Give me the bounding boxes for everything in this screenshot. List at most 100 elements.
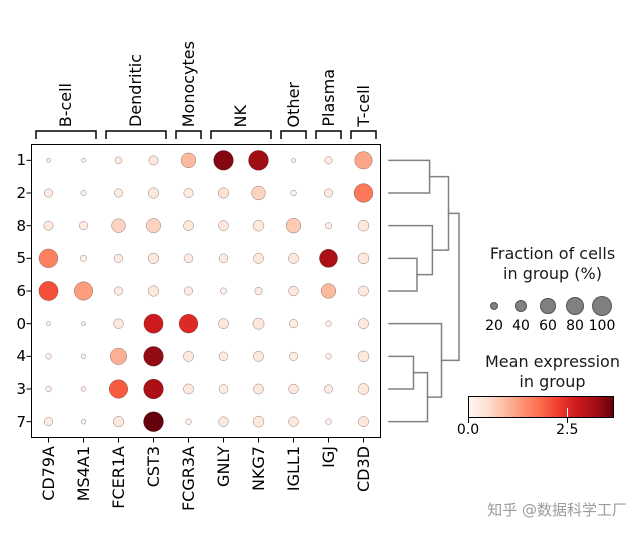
expression-dot (183, 220, 194, 231)
colorbar-tick-label: 2.5 (556, 422, 579, 438)
expression-dot (324, 188, 333, 198)
expression-dot (288, 285, 299, 297)
expression-dot (111, 218, 126, 233)
dendrogram-link (388, 371, 429, 423)
fraction-legend-value: 80 (566, 318, 584, 334)
expression-dot (354, 151, 373, 170)
group-bracket (315, 130, 342, 139)
fraction-legend-value: 20 (485, 318, 503, 334)
expression-dot (74, 281, 93, 301)
group-label: B-cell (56, 82, 75, 127)
expression-dot (218, 318, 229, 330)
gene-label: CST3 (143, 446, 163, 488)
expression-dot (185, 418, 192, 425)
group-bracket (105, 130, 167, 139)
expression-dot (358, 318, 369, 330)
gene-label: CD79A (38, 446, 58, 501)
gene-label: FCER1A (108, 446, 128, 509)
fraction-legend-dot (592, 296, 612, 316)
expression-dot (319, 249, 338, 268)
expression-dot (183, 350, 194, 362)
gene-label: CD3D (353, 446, 373, 492)
expression-dot (147, 187, 160, 199)
expression-dot (218, 253, 229, 264)
dendrogram-link (388, 257, 418, 292)
expression-dot (358, 416, 369, 428)
expression-legend-title-line1: Mean expression (485, 352, 620, 371)
expression-dot (252, 317, 265, 330)
expression-dot (325, 222, 332, 230)
expression-dot (183, 188, 194, 198)
expression-dot (114, 156, 123, 165)
expression-dot (180, 152, 197, 168)
expression-dot (114, 253, 123, 263)
fraction-legend-value: 60 (539, 318, 557, 334)
expression-dot (290, 189, 297, 197)
expression-dot (114, 188, 123, 198)
colorbar-tick (567, 418, 569, 423)
expression-dot (285, 218, 302, 234)
expression-dot (320, 283, 337, 299)
group-label: Other (283, 81, 303, 127)
expression-dot (253, 350, 264, 362)
expression-dot (112, 416, 125, 428)
dendrogram-link (388, 224, 434, 276)
expression-dot (288, 416, 299, 427)
expression-dot (253, 383, 264, 395)
expression-dot (184, 286, 193, 296)
group-label: Plasma (318, 69, 338, 127)
expression-dot (357, 383, 370, 395)
dendrogram-link (388, 355, 415, 390)
group-label: NK (231, 104, 250, 127)
expression-dot (248, 150, 269, 171)
group-bracket (35, 130, 97, 139)
expression-dot (251, 185, 266, 201)
expression-dot (80, 190, 87, 196)
expression-dot (324, 156, 333, 165)
expression-dot (213, 150, 234, 171)
expression-dot (79, 221, 88, 231)
expression-dot (183, 383, 194, 395)
expression-dot (252, 219, 265, 232)
expression-dot (45, 385, 52, 393)
expression-dot (353, 183, 374, 203)
expression-dot (143, 411, 164, 432)
expression-dot (357, 219, 370, 232)
expression-dot (253, 252, 264, 264)
expression-dot (38, 281, 59, 301)
cluster-label: 0 (16, 314, 26, 333)
expression-dot (146, 218, 161, 234)
expression-dot (357, 350, 370, 363)
expression-dot (220, 287, 227, 295)
expression-dot (114, 286, 123, 296)
expression-dot (80, 418, 87, 425)
cluster-label: 8 (16, 216, 26, 235)
group-label: Dendritic (126, 54, 145, 127)
expression-dot (358, 285, 369, 297)
expression-dot (148, 155, 159, 166)
expression-dot (289, 319, 298, 329)
expression-dot (254, 287, 263, 295)
expression-dot (217, 187, 230, 199)
expression-dot (81, 321, 86, 326)
expression-dot (288, 252, 299, 264)
dendrogram-link (388, 322, 443, 398)
expression-dot (357, 252, 370, 265)
fraction-legend-dot (566, 297, 584, 315)
expression-dot (108, 379, 129, 399)
gene-label: IGLL1 (283, 446, 303, 492)
expression-dot (218, 220, 229, 231)
gene-label: IGJ (318, 446, 338, 468)
gene-label: NKG7 (248, 446, 268, 492)
dendrogram-link (388, 159, 431, 194)
expression-dot (218, 416, 229, 427)
expression-dot (147, 285, 160, 297)
fraction-legend-dot (540, 298, 556, 314)
cluster-label: 1 (16, 151, 26, 170)
colorbar-tick-label: 0.0 (456, 422, 480, 438)
expression-dot (80, 386, 87, 392)
expression-dot (80, 254, 87, 262)
group-label: T-cell (353, 85, 373, 127)
